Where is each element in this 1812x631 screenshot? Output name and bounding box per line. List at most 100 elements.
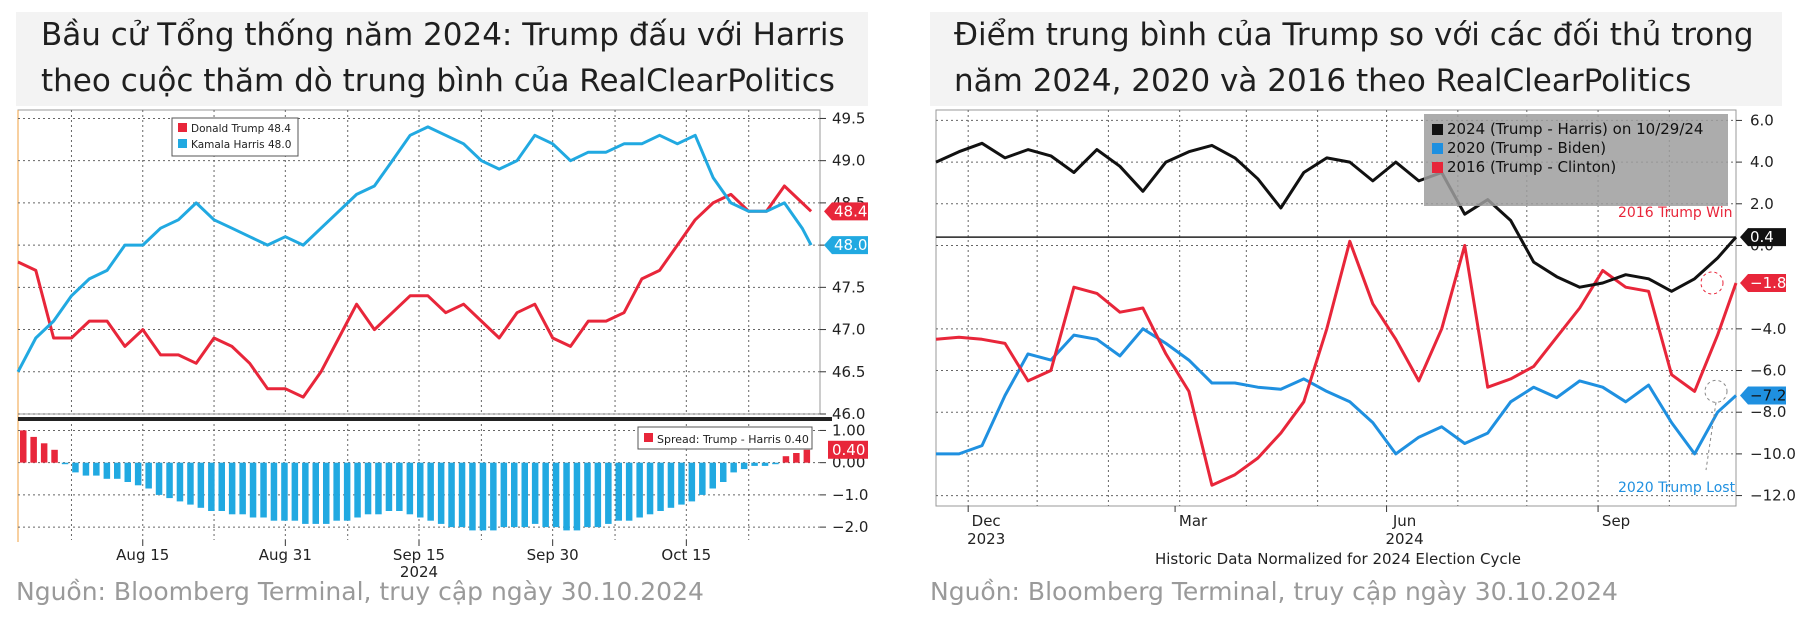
spread-bar bbox=[469, 462, 476, 531]
spread-bar bbox=[302, 462, 309, 524]
x-tick-label: Dec bbox=[972, 512, 1001, 530]
left-title-line-2: theo cuộc thăm dò trung bình của RealCle… bbox=[41, 63, 835, 99]
spread-bar bbox=[531, 462, 539, 524]
legend-entry: Kamala Harris 48.0 bbox=[191, 139, 291, 151]
x-tick-label: Mar bbox=[1179, 512, 1208, 530]
spread-bar bbox=[260, 462, 267, 518]
x-tick-label: Jun bbox=[1392, 512, 1416, 530]
spread-bar bbox=[51, 449, 58, 463]
spread-bar bbox=[228, 462, 236, 515]
legend-entry: Donald Trump 48.4 bbox=[191, 123, 291, 135]
legend-swatch bbox=[178, 139, 187, 148]
last-value-tag bbox=[1740, 386, 1786, 405]
spread-bar bbox=[594, 462, 602, 528]
x-tick-label: Sep bbox=[1602, 512, 1630, 530]
kamala-harris-line bbox=[16, 125, 813, 373]
last-value-label: 0.4 bbox=[1750, 228, 1774, 246]
annotation-2020: 2020 Trump Lost bbox=[1618, 480, 1736, 496]
spread-legend: Spread: Trump - Harris 0.40 bbox=[637, 426, 813, 450]
annotation-circle-2016 bbox=[1700, 271, 1724, 295]
y-tick-label: 49.0 bbox=[832, 152, 865, 170]
legend-entry: 2016 (Trump - Clinton) bbox=[1447, 158, 1616, 176]
last-value-label: 48.0 bbox=[834, 236, 867, 254]
spread-bar bbox=[417, 462, 424, 518]
y-tick-label: 2.0 bbox=[1750, 195, 1774, 213]
spread-bar bbox=[249, 462, 257, 518]
spread-bar bbox=[145, 462, 152, 489]
spread-bar bbox=[166, 462, 173, 499]
spread-bar bbox=[103, 462, 111, 479]
annotation-circle-2020 bbox=[1704, 379, 1728, 403]
spread-bar bbox=[155, 462, 163, 495]
left-title-box: Bầu cử Tổng thống năm 2024: Trump đấu vớ… bbox=[16, 12, 868, 106]
spread-bar bbox=[720, 462, 727, 482]
spread-bar bbox=[312, 462, 319, 524]
spread-bar bbox=[323, 462, 330, 524]
y-tick-label: 47.0 bbox=[832, 321, 865, 339]
y-tick-label: 47.5 bbox=[832, 278, 865, 296]
x-tick-label: Aug 31 bbox=[259, 546, 312, 564]
legend-entry: 2024 (Trump - Harris) on 10/29/24 bbox=[1447, 120, 1703, 138]
right-title-box: Điểm trung bình của Trump so với các đối… bbox=[930, 12, 1782, 106]
last-value-tag bbox=[824, 202, 868, 221]
spread-bar bbox=[709, 462, 716, 489]
spread-bar bbox=[333, 462, 340, 521]
spread-bar bbox=[291, 462, 299, 521]
spread-bar bbox=[61, 462, 69, 465]
spread-tick-label: −2.00 bbox=[832, 518, 868, 536]
spread-bar bbox=[573, 462, 581, 531]
spread-legend-entry: Spread: Trump - Harris 0.40 bbox=[657, 433, 809, 446]
series-2016-line bbox=[935, 239, 1738, 487]
right-title-line-1: Điểm trung bình của Trump so với các đối… bbox=[954, 17, 1754, 53]
last-value-tag bbox=[1740, 228, 1786, 247]
spread-bar bbox=[375, 462, 382, 515]
annotation-leader-2020 bbox=[1705, 402, 1717, 471]
y-tick-label: −4.0 bbox=[1750, 320, 1786, 338]
spread-bar bbox=[667, 462, 675, 508]
spread-bar bbox=[176, 462, 184, 502]
spread-bar bbox=[793, 453, 800, 463]
spread-bar bbox=[208, 462, 215, 511]
spread-bar bbox=[437, 462, 445, 524]
spread-bar bbox=[385, 462, 393, 511]
left-source: Nguồn: Bloomberg Terminal, truy cập ngày… bbox=[16, 577, 704, 606]
spread-bar bbox=[354, 462, 361, 518]
y-tick-label: −6.0 bbox=[1750, 362, 1786, 380]
last-value-label: 48.4 bbox=[834, 202, 867, 220]
right-source: Nguồn: Bloomberg Terminal, truy cập ngày… bbox=[930, 577, 1618, 606]
x-year-label: 2024 bbox=[400, 563, 438, 580]
spread-bar bbox=[124, 462, 131, 482]
spread-bar bbox=[40, 443, 48, 463]
series-2024-line bbox=[935, 141, 1738, 293]
x-tick-label: Aug 15 bbox=[116, 546, 169, 564]
spread-bar bbox=[82, 462, 90, 476]
right-title-line-2: năm 2024, 2020 và 2016 theo RealClearPol… bbox=[954, 63, 1692, 99]
spread-legend-box bbox=[637, 426, 813, 450]
spread-bar bbox=[511, 462, 518, 528]
spread-bar bbox=[521, 462, 528, 528]
spread-bar bbox=[646, 462, 654, 515]
spread-bar bbox=[751, 462, 758, 466]
y-tick-label: 46.5 bbox=[832, 363, 865, 381]
spread-bar bbox=[761, 462, 769, 466]
spread-bar bbox=[699, 462, 706, 495]
last-value-label: −7.2 bbox=[1750, 387, 1786, 405]
spread-tick-label: 1.00 bbox=[832, 421, 865, 439]
y-tick-label: −10.0 bbox=[1750, 445, 1796, 463]
spread-bar bbox=[270, 462, 278, 521]
spread-bar bbox=[500, 462, 508, 528]
spread-bar bbox=[636, 462, 643, 518]
spread-bar bbox=[772, 462, 779, 465]
spread-last-tag bbox=[828, 440, 868, 459]
spread-bar bbox=[688, 462, 696, 502]
spread-bar bbox=[20, 430, 27, 463]
y-tick-label: −12.0 bbox=[1750, 487, 1796, 505]
spread-bar bbox=[605, 462, 612, 524]
spread-bar bbox=[197, 462, 205, 508]
spread-bar bbox=[187, 462, 194, 505]
spread-bar bbox=[72, 462, 79, 473]
spread-bar bbox=[490, 462, 497, 531]
